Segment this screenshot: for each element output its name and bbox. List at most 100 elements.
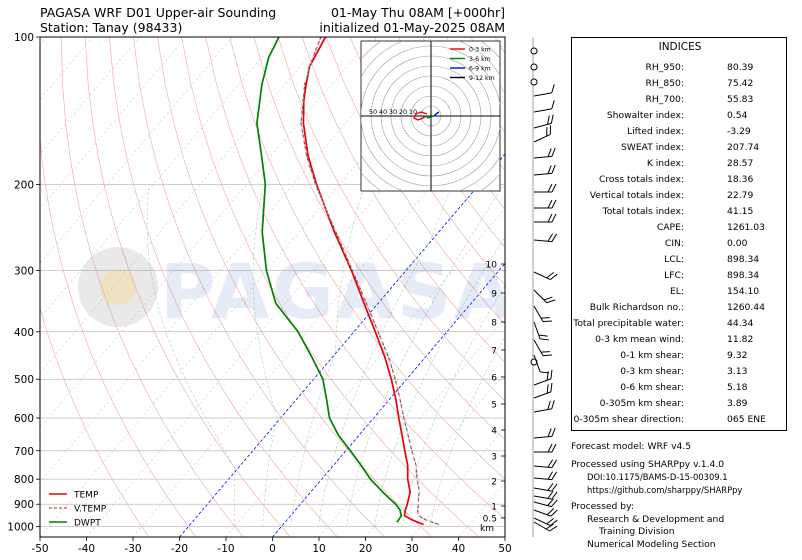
height-tick-label: 3 (491, 453, 497, 463)
wind-barb (533, 471, 558, 481)
wind-barb-feather (550, 509, 558, 517)
x-tick-label: -10 (217, 543, 234, 555)
chart-valid-time: 01-May Thu 08AM [+000hr] initialized 01-… (300, 5, 505, 35)
index-label: Vertical totals index: (589, 190, 684, 201)
x-tick-label: -40 (78, 543, 95, 555)
wind-barb-feather (551, 459, 558, 468)
legend-label: DWPT (74, 519, 101, 529)
wind-barb-feather (547, 428, 552, 437)
y-tick-label: 300 (14, 266, 34, 278)
index-row: LFC: 898.34 (572, 270, 788, 286)
wind-barb (533, 100, 555, 113)
y-tick-label: 500 (14, 374, 34, 386)
hodograph-legend: 0-3 km 3-6 km 6-9 km 9-12 km (450, 47, 495, 82)
index-label: Lifted index: (627, 126, 684, 137)
wind-barb-feather (551, 147, 556, 157)
wind-barb-staff (533, 155, 552, 159)
indices-title: INDICES (658, 41, 702, 53)
wind-barb-feather (546, 271, 555, 279)
wind-barb (533, 164, 556, 176)
wind-barb-staff (533, 509, 552, 517)
height-tick-label: 5 (491, 401, 497, 411)
watermark-text: PAGASA (160, 247, 514, 336)
isotherm-line (40, 37, 280, 319)
hodograph-3-6km (425, 115, 435, 119)
index-value: 0.00 (727, 238, 748, 249)
dry-adiabat (253, 37, 505, 441)
wind-barb-feather (550, 369, 553, 379)
x-tick-label: -30 (124, 543, 141, 555)
y-tick-label: 700 (14, 446, 34, 458)
wind-barb (533, 508, 558, 517)
wind-barb-feather (550, 273, 558, 280)
index-row: Total totals index: 41.15 (572, 206, 788, 222)
index-label: 0-3 km mean wind: (595, 334, 684, 345)
wind-barb-feather (551, 100, 555, 110)
moist-adiabat (374, 236, 505, 527)
index-label: Total precipitable water: (573, 318, 684, 329)
wind-barb-feather (540, 338, 550, 341)
wind-barb-feather (542, 354, 552, 357)
index-value: 154.10 (727, 286, 760, 297)
index-label: Cross totals index: (598, 174, 684, 185)
wind-barb-feather (540, 351, 550, 353)
repo-url: https://github.com/sharppy/SHARPpy (587, 484, 743, 495)
height-axis: 10 9 8 7 6 5 4 3 2 1 0.5 (483, 261, 505, 525)
indices-panel: INDICES RH_950: 80.39 RH_850: 75.42 RH_700: 5… (571, 37, 787, 431)
index-label: 0-305m shear direction: (573, 414, 684, 425)
hodograph-0-3km (413, 111, 428, 121)
wind-barb-feather (546, 299, 556, 304)
chart-title-line2: Station: Tanay (98433) (40, 20, 183, 35)
hodograph-legend-label: 6-9 km (469, 66, 491, 73)
wind-barb-staff (533, 271, 551, 281)
index-row: 0-1 km shear: 9.32 (572, 350, 788, 366)
wind-barb-staff (533, 122, 552, 129)
wind-barb-staff (533, 477, 552, 481)
dry-adiabat (133, 37, 385, 537)
index-label: 0-1 km shear: (620, 350, 684, 361)
wind-barb-feather (551, 213, 557, 223)
index-label: RH_850: (645, 78, 684, 89)
height-tick-label: 8 (491, 319, 497, 329)
wind-barb (533, 213, 557, 223)
x-tick-label: 30 (405, 543, 418, 555)
wind-barb-feather (547, 498, 554, 506)
y-tick-label: 400 (14, 327, 34, 339)
dry-adiabat (40, 133, 197, 537)
dry-adiabat (277, 37, 505, 402)
wind-barb (533, 427, 556, 439)
wind-barb-feather (542, 320, 552, 323)
doi-text: DOI:10.1175/BAMS-D-15-00309.1 (587, 472, 728, 482)
wind-barb-staff (533, 487, 552, 492)
dry-adiabat (519, 37, 570, 537)
index-row: Vertical totals index: 22.79 (572, 190, 788, 206)
x-tick-label: 10 (312, 543, 325, 555)
chart-title: PAGASA WRF D01 Upper-air Sounding Statio… (40, 5, 276, 35)
index-label: Total totals index: (602, 206, 684, 217)
hodograph: 50 40 30 20 10 0-3 km 3-6 km 6-9 km 9-12 km (360, 40, 501, 192)
wind-barb-feather (551, 483, 558, 492)
index-value: 3.13 (727, 366, 748, 377)
index-value: 3.89 (727, 398, 748, 409)
wind-barb (533, 114, 554, 129)
wind-barb-staff (533, 133, 551, 143)
wind-barb-feather (547, 400, 551, 410)
wind-barb (533, 369, 553, 386)
wind-barbs (530, 37, 558, 537)
y-tick-label: 600 (14, 413, 34, 425)
index-value: -3.29 (727, 126, 751, 137)
index-value: 22.79 (727, 190, 754, 201)
x-tick-label: -20 (171, 543, 188, 555)
hodograph-ring-label: 50 (369, 108, 377, 116)
wind-barb (533, 521, 558, 532)
index-row: 0-305m shear direction: 065 ENE (572, 414, 788, 430)
wind-barb (533, 339, 552, 357)
index-row: RH_950: 80.39 (572, 62, 788, 78)
series-temp-line (302, 37, 424, 526)
index-value: 1260.44 (727, 302, 765, 313)
wind-barb (533, 400, 555, 413)
height-tick-label: 4 (491, 427, 497, 437)
processed-using: Processed using SHARPpy v.1.4.0 (571, 458, 725, 470)
hodograph-ring-label: 10 (409, 108, 417, 116)
height-tick-label: 2 (491, 478, 497, 488)
